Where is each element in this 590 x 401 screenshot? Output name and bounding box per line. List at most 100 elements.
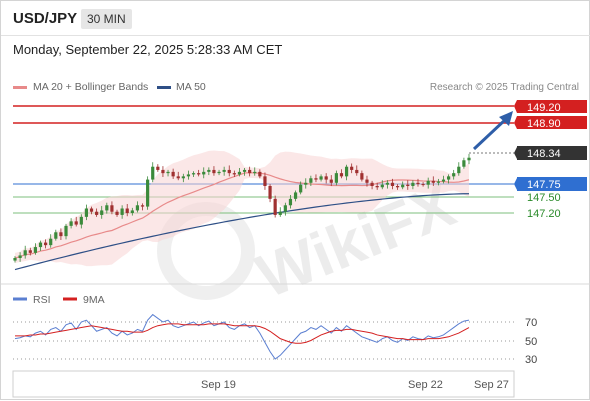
candle — [59, 232, 63, 237]
resistance-2-badge — [517, 100, 587, 113]
candle — [135, 205, 140, 211]
bollinger-band-fill — [15, 150, 469, 267]
rsi-label-30: 30 — [525, 354, 537, 366]
research-credit: Research © 2025 Trading Central — [429, 82, 579, 93]
support-2-label: 147.20 — [527, 208, 561, 220]
candle — [293, 192, 298, 199]
candle — [186, 174, 191, 177]
candle — [176, 176, 180, 179]
candle — [120, 208, 124, 215]
last-price-badge — [517, 146, 587, 160]
candle — [28, 250, 32, 253]
candle — [350, 166, 354, 170]
candle — [130, 210, 134, 213]
chart-header: USD/JPY 30 MIN — [1, 1, 590, 35]
candle — [421, 184, 425, 186]
candle — [227, 169, 231, 174]
candle — [248, 169, 252, 174]
candle — [319, 176, 323, 180]
candle — [385, 182, 389, 185]
candle — [217, 171, 221, 174]
candles — [13, 153, 471, 263]
candle — [436, 181, 440, 183]
ma50-line — [14, 193, 470, 271]
candle — [79, 216, 83, 225]
candle — [13, 258, 17, 261]
pivot-pointer — [514, 178, 517, 190]
candle — [151, 166, 155, 180]
candle — [171, 171, 175, 177]
candle — [309, 178, 313, 183]
resistance-1-pointer — [514, 116, 517, 129]
x-axis-label-sep19: Sep 19 — [201, 379, 236, 391]
candle — [110, 205, 114, 212]
candle — [191, 173, 196, 175]
symbol-title: USD/JPY — [13, 10, 78, 27]
candle — [54, 232, 58, 239]
candle — [100, 210, 104, 215]
rsi-legend-label: RSI — [33, 294, 51, 306]
candle — [232, 173, 236, 175]
candle — [380, 184, 384, 188]
candle — [125, 208, 129, 213]
candle — [69, 221, 73, 226]
candle — [452, 173, 456, 177]
candle — [344, 166, 349, 177]
candle — [202, 171, 206, 175]
pivot-label: 147.75 — [527, 179, 561, 191]
legend-ma50: MA 50 — [176, 81, 206, 93]
x-axis-label-sep22: Sep 22 — [408, 379, 443, 391]
candle — [416, 182, 420, 185]
timeframe-badge[interactable]: 30 MIN — [81, 9, 132, 29]
candle — [89, 208, 94, 212]
candle — [74, 221, 78, 225]
resistance-1-badge — [517, 116, 587, 129]
chart-datetime: Monday, September 22, 2025 5:28:33 AM CE… — [13, 42, 283, 57]
candle — [115, 211, 119, 215]
candle — [263, 176, 267, 186]
candle — [258, 171, 262, 177]
candle — [23, 250, 27, 256]
candle — [242, 169, 247, 172]
candle — [462, 160, 466, 167]
candle — [406, 184, 410, 186]
candle — [156, 166, 160, 170]
resistance-1-label: 148.90 — [527, 118, 561, 130]
candle — [84, 208, 89, 217]
rsi-line — [14, 313, 470, 360]
resistance-2-pointer — [514, 100, 517, 113]
candle — [426, 180, 430, 185]
candle — [355, 169, 359, 174]
candle — [329, 179, 333, 183]
candle — [411, 182, 415, 186]
candle — [360, 173, 364, 180]
legend-swatch-ma50 — [157, 86, 171, 89]
candle — [314, 178, 318, 180]
candle — [212, 169, 216, 174]
candle — [18, 255, 22, 258]
candle — [161, 169, 165, 174]
candle — [304, 182, 308, 185]
legend-swatch-ma20 — [13, 86, 27, 89]
candle — [222, 169, 226, 172]
candle — [38, 242, 43, 248]
forecast-arrow — [472, 117, 508, 151]
candle — [370, 182, 374, 186]
candle — [253, 171, 257, 174]
candle — [278, 211, 282, 215]
candle — [33, 247, 38, 253]
candle — [268, 186, 272, 199]
x-axis-label-sep27: Sep 27 — [474, 379, 509, 391]
last-price-label: 148.34 — [527, 148, 561, 160]
candle — [64, 225, 68, 237]
candle — [197, 173, 201, 175]
candle — [273, 198, 277, 215]
candle — [375, 186, 379, 188]
candle — [140, 205, 145, 207]
x-axis-box — [12, 370, 515, 398]
ma20-line — [14, 172, 470, 259]
rsi-ma-legend-label: 9MA — [83, 294, 105, 306]
candle — [457, 166, 461, 174]
